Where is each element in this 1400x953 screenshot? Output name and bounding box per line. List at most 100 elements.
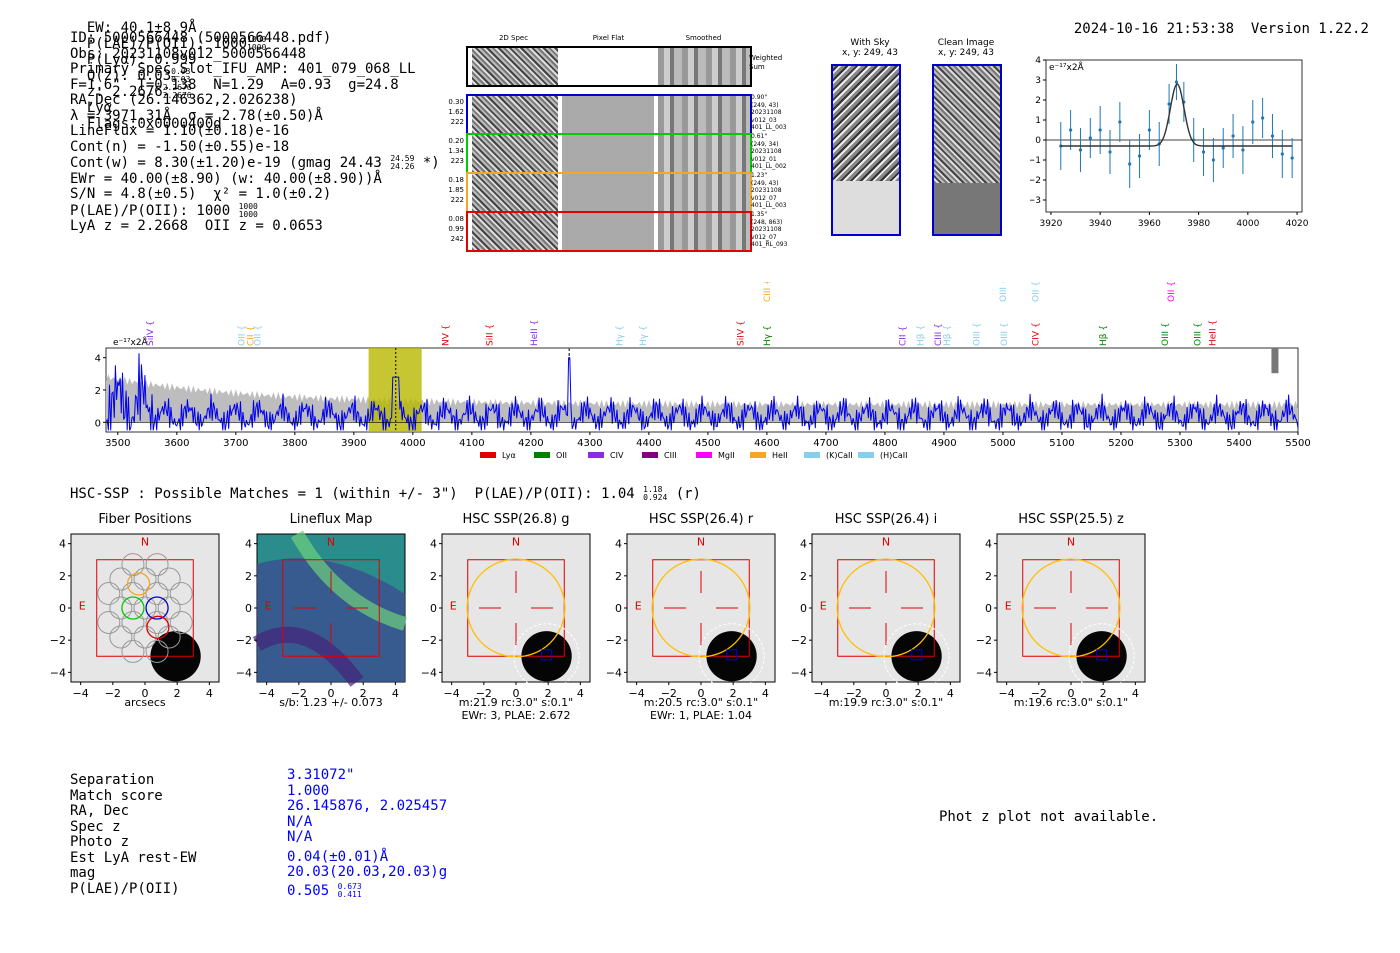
zoom-frame: [1045, 59, 1303, 213]
cutout-ytick-label: 2: [59, 570, 66, 583]
match-label: Separation: [70, 772, 155, 788]
header-version: Version 1.22.2: [1250, 21, 1369, 37]
fiber-circle: [145, 553, 169, 577]
zoom-point: [1261, 116, 1265, 120]
spectrum-xtick-label: 3600: [164, 438, 189, 449]
weighted-flat: [560, 48, 658, 85]
cutout-xtick-label: −2: [1031, 687, 1047, 700]
zoom-xtick-label: 3980: [1187, 219, 1210, 229]
legend-label: CIV: [610, 451, 624, 460]
cutout-caption: s/b: 1.23 +/- 0.073: [279, 696, 383, 709]
spectrum-line-label: OIII {: [972, 322, 982, 346]
zoom-point: [1059, 144, 1063, 148]
legend-swatch: [750, 452, 766, 458]
stamp-row-meta: 20231108: [751, 148, 782, 155]
zoom-ytick-label: 3: [1035, 76, 1041, 86]
stamp-pixelflat: [562, 135, 654, 172]
catalog-match-ellipse: [1068, 623, 1135, 690]
legend-swatch: [588, 452, 604, 458]
spectrum-xtick-label: 4000: [400, 438, 425, 449]
legend-swatch: [480, 452, 496, 458]
stamp-row-meta: (249, 34): [751, 140, 779, 148]
spectrum-ytick-label: 4: [95, 354, 101, 365]
stamp-2dspec: [472, 135, 558, 172]
catalog-match-ellipse: [698, 623, 765, 690]
match-value: 26.145876, 2.025457: [287, 798, 448, 814]
zoom-point: [1231, 134, 1235, 138]
match-value: N/A: [287, 813, 313, 830]
info-primary: Primary Spec_Slot_IFU_AMP: 401_079_068_L…: [70, 61, 416, 77]
fiber-circle: [169, 610, 193, 634]
cutout-xtick-label: 0: [883, 687, 890, 700]
legend-swatch: [642, 452, 658, 458]
spectrum-line-label: OII {: [238, 325, 248, 346]
header-plya: P(Lyα): 0.999: [86, 52, 197, 68]
east-label: E: [820, 600, 827, 613]
spectrum-xtick-label: 4800: [872, 438, 897, 449]
match-label: P(LAE)/P(OII): [70, 880, 180, 897]
match-value-plae: 0.505 0.673 0.411: [287, 881, 362, 899]
cutout-caption: arcsecs: [124, 696, 166, 709]
fiber-circle: [169, 582, 193, 606]
fiber-circle: [109, 567, 133, 591]
zoom-point: [1270, 134, 1275, 138]
stamp-row-value: 222: [450, 118, 464, 126]
spectrum-line-label: Hγ {: [615, 325, 625, 346]
north-label: N: [882, 535, 890, 548]
header-qz: Q(z): 0.03: [86, 68, 172, 84]
match-labels: Separation Match score RA, Dec Spec z Ph…: [70, 772, 196, 897]
spectrum-xtick-label: 4900: [931, 438, 956, 449]
spectrum-xtick-label: 3500: [105, 438, 130, 449]
cutout-ytick-label: 4: [59, 538, 66, 551]
cutout-xtick-label: 2: [545, 687, 552, 700]
info-sn: S/N = 4.8(±0.5) χ² = 1.0(±0.2): [70, 186, 332, 202]
weighted-2d: [472, 48, 558, 85]
legend-label: OII: [556, 451, 567, 460]
stamp-row-value: 1.85: [448, 186, 464, 194]
spectrum-line-label: Hγ {: [763, 325, 773, 346]
spectrum-xtick-label: 4200: [518, 438, 543, 449]
aperture-box: [96, 559, 194, 657]
fiber-circle: [97, 610, 121, 634]
cutout-xtick-label: −2: [291, 687, 307, 700]
zoom-unit-label: e⁻¹⁷x2Å: [1049, 61, 1085, 73]
stamp-row-meta: 1.35": [751, 211, 768, 218]
zoom-chart: 3920 3940 3960 3980 4000 4020 4 3 2 1 0 −1 −2 −3 e⁻¹⁷x…: [1030, 56, 1309, 229]
zoom-point: [1167, 102, 1171, 106]
zoom-point: [1108, 150, 1112, 154]
header-z-line: Lyα: [86, 100, 113, 116]
cutout-panel-hsc: N E 4 4 2 2 0 0 −2 −2 −4 −4: [791, 533, 961, 700]
cutout-caption: m:20.5 rc:3.0" s:0.1": [643, 696, 759, 709]
cutout-xtick-label: −2: [476, 687, 492, 700]
stamp-2dspec: [472, 174, 558, 211]
stamp-smoothed: [658, 135, 750, 172]
cutout-ytick-label: 0: [59, 602, 66, 615]
cutout-xtick-label: −2: [846, 687, 862, 700]
catalog-match-box: [1096, 649, 1108, 661]
spectrum-line-label: OII {: [1167, 282, 1177, 302]
search-radius-circle: [651, 558, 751, 658]
info-radec: RA,Dec (26.146362,2.026238): [70, 92, 298, 108]
with-sky-title: With Sky: [850, 38, 890, 48]
stamp-row-value: 0.20: [448, 137, 464, 145]
match-value: 1.000: [287, 782, 330, 799]
east-label: E: [265, 600, 272, 613]
fiber-circle: [121, 639, 145, 663]
cutout-xtick-label: 2: [730, 687, 737, 700]
zoom-point: [1241, 148, 1245, 152]
spectrum-line-label: NV {: [441, 325, 451, 346]
with-sky-image: [831, 64, 901, 236]
zoom-point: [1280, 152, 1284, 156]
catalog-match-box: [726, 649, 738, 661]
lineflux-contour: [290, 530, 408, 631]
header-datetime-version: 2024-10-16 21:53:38 Version 1.22.2: [1057, 5, 1369, 37]
zoom-xtick-label: 4020: [1286, 219, 1309, 229]
cutout-xtick-label: 0: [142, 687, 149, 700]
cutout-panel-lineflux: N E 4 4 2 2 0 0 −2 −2 −4 −4: [236, 530, 408, 700]
zoom-fit-curve: [1060, 83, 1293, 147]
stamp-row-value: 0.99: [448, 225, 464, 233]
spectrum-xtick-label: 4500: [695, 438, 720, 449]
spectrum-xtick-label: 4300: [577, 438, 602, 449]
info-block: ID: 5000566448 (5000566448.pdf) Obs: 202…: [70, 30, 440, 235]
zoom-ytick-label: 4: [1035, 56, 1041, 66]
